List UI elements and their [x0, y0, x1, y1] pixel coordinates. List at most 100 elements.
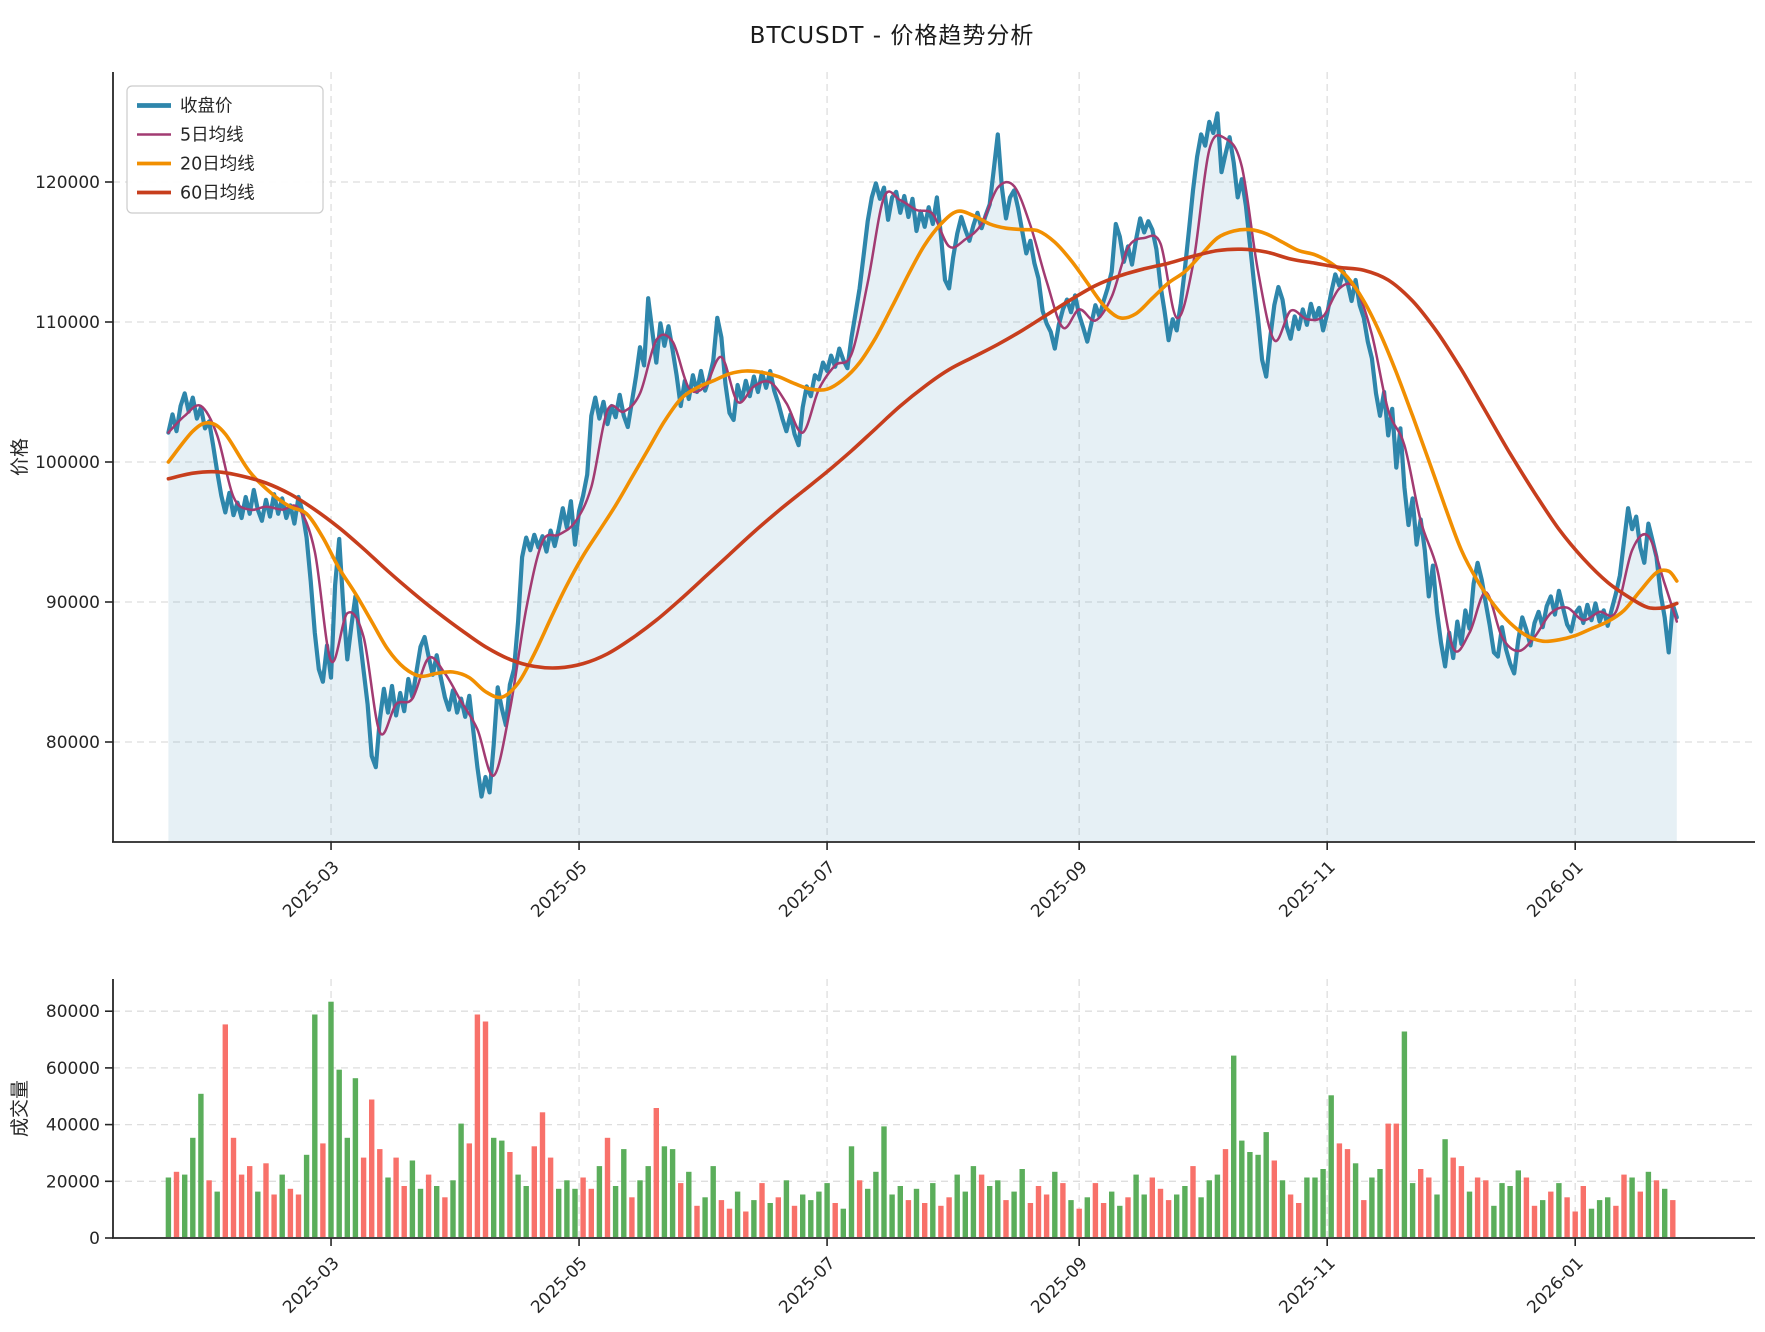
- volume-bar-down: [295, 1194, 302, 1237]
- volume-bar-up: [930, 1183, 936, 1237]
- volume-axes-xtick-label: 2025-07: [775, 1253, 839, 1317]
- volume-bar-up: [409, 1160, 416, 1237]
- close-line: [166, 111, 1679, 799]
- volume-bar-up: [1231, 1055, 1237, 1237]
- volume-bar-up: [1198, 1197, 1204, 1237]
- volume-bar-up: [1588, 1208, 1595, 1238]
- volume-bar-up: [970, 1166, 977, 1237]
- volume-bar-down: [694, 1205, 700, 1237]
- volume-bar-down: [1222, 1149, 1229, 1237]
- volume-bar-down: [1165, 1200, 1172, 1237]
- volume-bar-down: [466, 1143, 472, 1237]
- volume-bar-up: [1401, 1031, 1408, 1237]
- volume-bar-down: [1393, 1123, 1399, 1237]
- volume-bar-up: [556, 1188, 562, 1237]
- volume-bar-down: [856, 1180, 863, 1237]
- volume-axes: 0 20000 40000 60000 80000 2025-03 2025-05 2025-…: [9, 979, 1755, 1318]
- volume-bar-down: [1344, 1149, 1351, 1237]
- volume-bar-down: [1003, 1200, 1009, 1237]
- volume-bar-up: [873, 1171, 879, 1237]
- volume-bar-down: [580, 1177, 586, 1237]
- volume-bar-up: [1247, 1152, 1253, 1237]
- volume-bar-up: [612, 1186, 619, 1237]
- volume-bar-up: [1141, 1194, 1147, 1237]
- volume-bar-up: [1109, 1191, 1115, 1237]
- price-axes-xtick-label: 2026-01: [1523, 857, 1587, 921]
- volume-bar-up: [1596, 1200, 1603, 1237]
- volume-bar-up: [1279, 1180, 1286, 1237]
- legend-label: 收盘价: [180, 97, 233, 117]
- volume-bar-down: [1450, 1157, 1456, 1237]
- volume-bar-down: [360, 1157, 367, 1237]
- volume-bar-up: [1556, 1183, 1562, 1237]
- volume-bar-up: [751, 1200, 757, 1237]
- volume-bar-down: [271, 1194, 277, 1237]
- price-axes: 80000 90000 100000 110000 120000 2025-03 2025-…: [9, 72, 1755, 922]
- volume-bar-up: [523, 1186, 529, 1237]
- volume-bar-down: [1613, 1205, 1619, 1237]
- volume-bar-down: [946, 1197, 952, 1237]
- volume-bar-down: [905, 1200, 912, 1237]
- volume-bar-up: [1540, 1200, 1546, 1237]
- volume-bar-down: [474, 1014, 481, 1237]
- volume-bar-down: [743, 1211, 749, 1237]
- volume-bar-up: [165, 1177, 172, 1237]
- volume-bar-up: [1499, 1183, 1505, 1237]
- legend-label: 60日均线: [180, 184, 255, 204]
- volume-bar-down: [320, 1143, 326, 1237]
- volume-bar-up: [491, 1137, 497, 1237]
- volume-bar-up: [336, 1069, 342, 1237]
- volume-bar-up: [182, 1174, 188, 1237]
- volume-bar-up: [710, 1166, 716, 1237]
- legend-label: 5日均线: [180, 126, 244, 146]
- volume-axes-xtick-label: 2026-01: [1523, 1253, 1587, 1317]
- volume-bar-up: [1084, 1197, 1090, 1237]
- volume-bar-up: [913, 1188, 920, 1237]
- volume-bar-up: [417, 1188, 424, 1237]
- volume-bar-down: [377, 1149, 383, 1237]
- volume-bar-up: [255, 1191, 261, 1237]
- volume-bar-down: [1092, 1183, 1099, 1237]
- volume-bar-up: [962, 1191, 968, 1237]
- legend-label: 20日均线: [180, 155, 255, 175]
- volume-bar-up: [1263, 1132, 1269, 1237]
- volume-bar-up: [458, 1123, 464, 1237]
- volume-bar-up: [1629, 1177, 1635, 1237]
- volume-bar-up: [1239, 1140, 1245, 1237]
- volume-bar-up: [1068, 1200, 1074, 1237]
- volume-axes-xtick-label: 2025-09: [1027, 1253, 1091, 1317]
- price-axes-ytick-label: 120000: [35, 173, 100, 193]
- volume-bar-down: [230, 1137, 237, 1237]
- volume-bar-up: [1662, 1188, 1668, 1237]
- volume-bar-up: [190, 1137, 196, 1237]
- volume-bar-up: [816, 1191, 822, 1237]
- legend: 收盘价 5日均线 20日均线 60日均线: [126, 85, 324, 214]
- volume-bar-up: [1206, 1180, 1212, 1237]
- volume-axes-xtick-label: 2025-11: [1275, 1253, 1339, 1317]
- volume-bar-up: [1369, 1177, 1375, 1237]
- volume-bars: [165, 1001, 1676, 1238]
- volume-bar-down: [978, 1174, 985, 1237]
- volume-bar-down: [1076, 1208, 1082, 1238]
- volume-bar-up: [1320, 1169, 1326, 1237]
- volume-bar-down: [507, 1152, 513, 1237]
- volume-bar-up: [572, 1188, 578, 1237]
- volume-bar-up: [515, 1174, 521, 1237]
- volume-bar-up: [312, 1014, 318, 1237]
- volume-bar-down: [1670, 1200, 1676, 1237]
- volume-bar-down: [173, 1171, 180, 1237]
- volume-bar-up: [808, 1200, 814, 1237]
- volume-axes-ytick-label: 20000: [46, 1172, 100, 1192]
- volume-bar-up: [637, 1180, 643, 1237]
- volume-bar-up: [385, 1177, 391, 1237]
- volume-bar-down: [1043, 1194, 1050, 1237]
- volume-bar-down: [1336, 1143, 1343, 1237]
- volume-bar-up: [824, 1183, 830, 1237]
- volume-bar-down: [1426, 1177, 1432, 1237]
- volume-bar-down: [1190, 1166, 1196, 1237]
- volume-bar-down: [775, 1197, 781, 1237]
- volume-bar-down: [588, 1188, 594, 1237]
- volume-bar-up: [1645, 1171, 1652, 1237]
- ma5-line: [167, 134, 1679, 777]
- volume-bar-up: [621, 1149, 627, 1237]
